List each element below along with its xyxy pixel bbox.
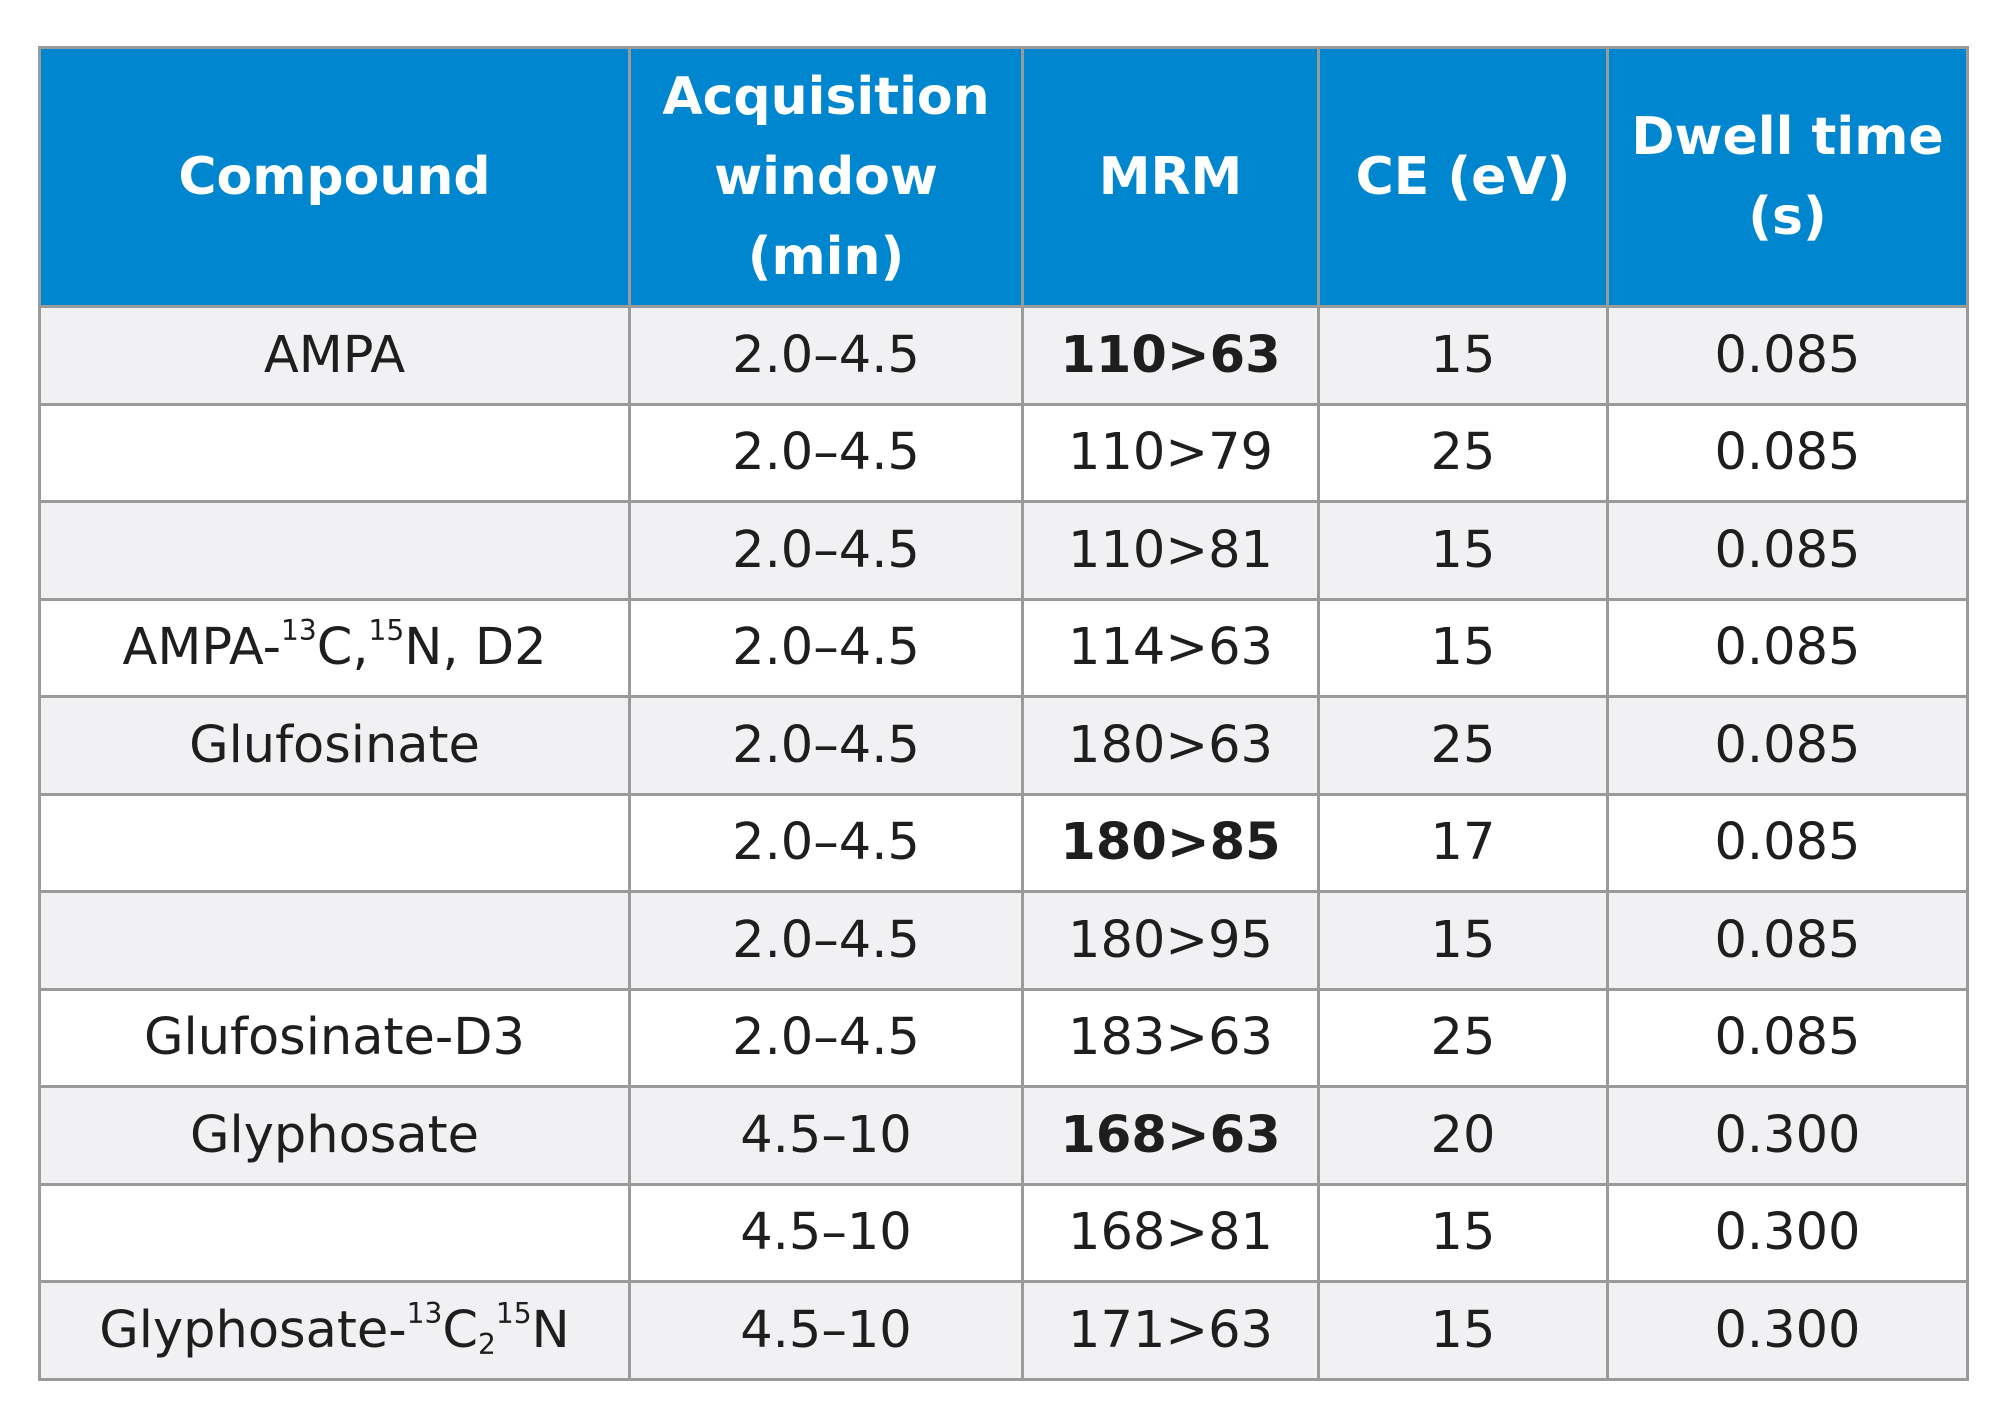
compound-text: C — [442, 1300, 478, 1360]
header-compound: Compound — [38, 46, 631, 308]
isotope-superscript: 13 — [281, 614, 317, 648]
window-cell: 2.0–4.5 — [628, 890, 1024, 991]
mrm-cell: 110>79 — [1021, 402, 1320, 503]
ce-cell: 17 — [1317, 792, 1609, 893]
mrm-cell: 180>85 — [1021, 792, 1320, 893]
mrm-parameters-table: Compound Acquisition window (min) MRM CE… — [38, 46, 1969, 1381]
ce-cell: 15 — [1317, 500, 1609, 601]
compound-cell: Glufosinate-D3 — [38, 987, 631, 1088]
ce-cell: 25 — [1317, 402, 1609, 503]
mrm-cell: 114>63 — [1021, 597, 1320, 698]
table-row: 2.0–4.5 110>79 25 0.085 — [38, 402, 1969, 503]
dwell-cell: 0.085 — [1606, 305, 1969, 406]
window-cell: 4.5–10 — [628, 1280, 1024, 1381]
mrm-cell: 110>81 — [1021, 500, 1320, 601]
table-row: 2.0–4.5 180>95 15 0.085 — [38, 890, 1969, 991]
compound-cell — [38, 792, 631, 893]
window-cell: 2.0–4.5 — [628, 402, 1024, 503]
table-row: 2.0–4.5 110>81 15 0.085 — [38, 500, 1969, 601]
compound-cell — [38, 402, 631, 503]
dwell-cell: 0.300 — [1606, 1182, 1969, 1283]
table-row: 2.0–4.5 180>85 17 0.085 — [38, 792, 1969, 893]
compound-text: AMPA- — [122, 618, 282, 678]
window-cell: 4.5–10 — [628, 1085, 1024, 1186]
compound-cell: AMPA — [38, 305, 631, 406]
compound-cell — [38, 890, 631, 991]
window-cell: 2.0–4.5 — [628, 695, 1024, 796]
dwell-cell: 0.085 — [1606, 500, 1969, 601]
ce-cell: 15 — [1317, 1182, 1609, 1283]
compound-text: N, D2 — [404, 618, 547, 678]
mrm-cell: 168>81 — [1021, 1182, 1320, 1283]
ce-cell: 25 — [1317, 695, 1609, 796]
compound-cell — [38, 500, 631, 601]
header-row: Compound Acquisition window (min) MRM CE… — [38, 46, 1969, 308]
dwell-cell: 0.085 — [1606, 402, 1969, 503]
dwell-cell: 0.085 — [1606, 695, 1969, 796]
window-cell: 2.0–4.5 — [628, 500, 1024, 601]
header-ce: CE (eV) — [1317, 46, 1609, 308]
window-cell: 2.0–4.5 — [628, 305, 1024, 406]
mrm-cell: 110>63 — [1021, 305, 1320, 406]
mrm-cell: 180>95 — [1021, 890, 1320, 991]
mrm-cell: 168>63 — [1021, 1085, 1320, 1186]
compound-text: C, — [316, 618, 369, 678]
ce-cell: 15 — [1317, 890, 1609, 991]
window-cell: 2.0–4.5 — [628, 792, 1024, 893]
compound-cell — [38, 1182, 631, 1283]
table-row: Glufosinate 2.0–4.5 180>63 25 0.085 — [38, 695, 1969, 796]
dwell-cell: 0.085 — [1606, 890, 1969, 991]
table-row: Glyphosate 4.5–10 168>63 20 0.300 — [38, 1085, 1969, 1186]
header-mrm: MRM — [1021, 46, 1320, 308]
ce-cell: 20 — [1317, 1085, 1609, 1186]
ce-cell: 15 — [1317, 1280, 1609, 1381]
header-acquisition-line-3: (min) — [747, 227, 905, 287]
isotope-superscript: 15 — [368, 614, 405, 648]
table-row: Glufosinate-D3 2.0–4.5 183>63 25 0.085 — [38, 987, 1969, 1088]
isotope-superscript: 13 — [406, 1296, 443, 1330]
compound-cell: Glyphosate — [38, 1085, 631, 1186]
dwell-cell: 0.085 — [1606, 987, 1969, 1088]
dwell-cell: 0.085 — [1606, 597, 1969, 698]
compound-cell: Glufosinate — [38, 695, 631, 796]
window-cell: 4.5–10 — [628, 1182, 1024, 1283]
table-row: Glyphosate-13C215N 4.5–10 171>63 15 0.30… — [38, 1280, 1969, 1381]
header-acquisition-line-1: Acquisition — [662, 67, 990, 127]
ce-cell: 25 — [1317, 987, 1609, 1088]
ce-cell: 15 — [1317, 597, 1609, 698]
table-row: 4.5–10 168>81 15 0.300 — [38, 1182, 1969, 1283]
compound-text: N — [531, 1300, 570, 1360]
table-row: AMPA-13C,15N, D2 2.0–4.5 114>63 15 0.085 — [38, 597, 1969, 698]
count-subscript: 2 — [477, 1327, 496, 1361]
isotope-superscript: 15 — [495, 1296, 532, 1330]
dwell-cell: 0.085 — [1606, 792, 1969, 893]
ce-cell: 15 — [1317, 305, 1609, 406]
compound-cell: Glyphosate-13C215N — [38, 1280, 631, 1381]
compound-cell: AMPA-13C,15N, D2 — [38, 597, 631, 698]
table-row: AMPA 2.0–4.5 110>63 15 0.085 — [38, 305, 1969, 406]
mrm-cell: 183>63 — [1021, 987, 1320, 1088]
dwell-cell: 0.300 — [1606, 1085, 1969, 1186]
header-acquisition-line-2: window — [714, 147, 938, 207]
header-dwell-time: Dwell time (s) — [1606, 46, 1969, 308]
mrm-cell: 180>63 — [1021, 695, 1320, 796]
header-dwell-line-2: (s) — [1748, 187, 1827, 247]
mrm-cell: 171>63 — [1021, 1280, 1320, 1381]
window-cell: 2.0–4.5 — [628, 987, 1024, 1088]
header-dwell-line-1: Dwell time — [1631, 107, 1944, 167]
compound-text: Glyphosate- — [99, 1300, 407, 1360]
header-acquisition-window: Acquisition window (min) — [628, 46, 1024, 308]
table-body: AMPA 2.0–4.5 110>63 15 0.085 2.0–4.5 110… — [38, 305, 1969, 1381]
table-header: Compound Acquisition window (min) MRM CE… — [38, 46, 1969, 308]
window-cell: 2.0–4.5 — [628, 597, 1024, 698]
dwell-cell: 0.300 — [1606, 1280, 1969, 1381]
